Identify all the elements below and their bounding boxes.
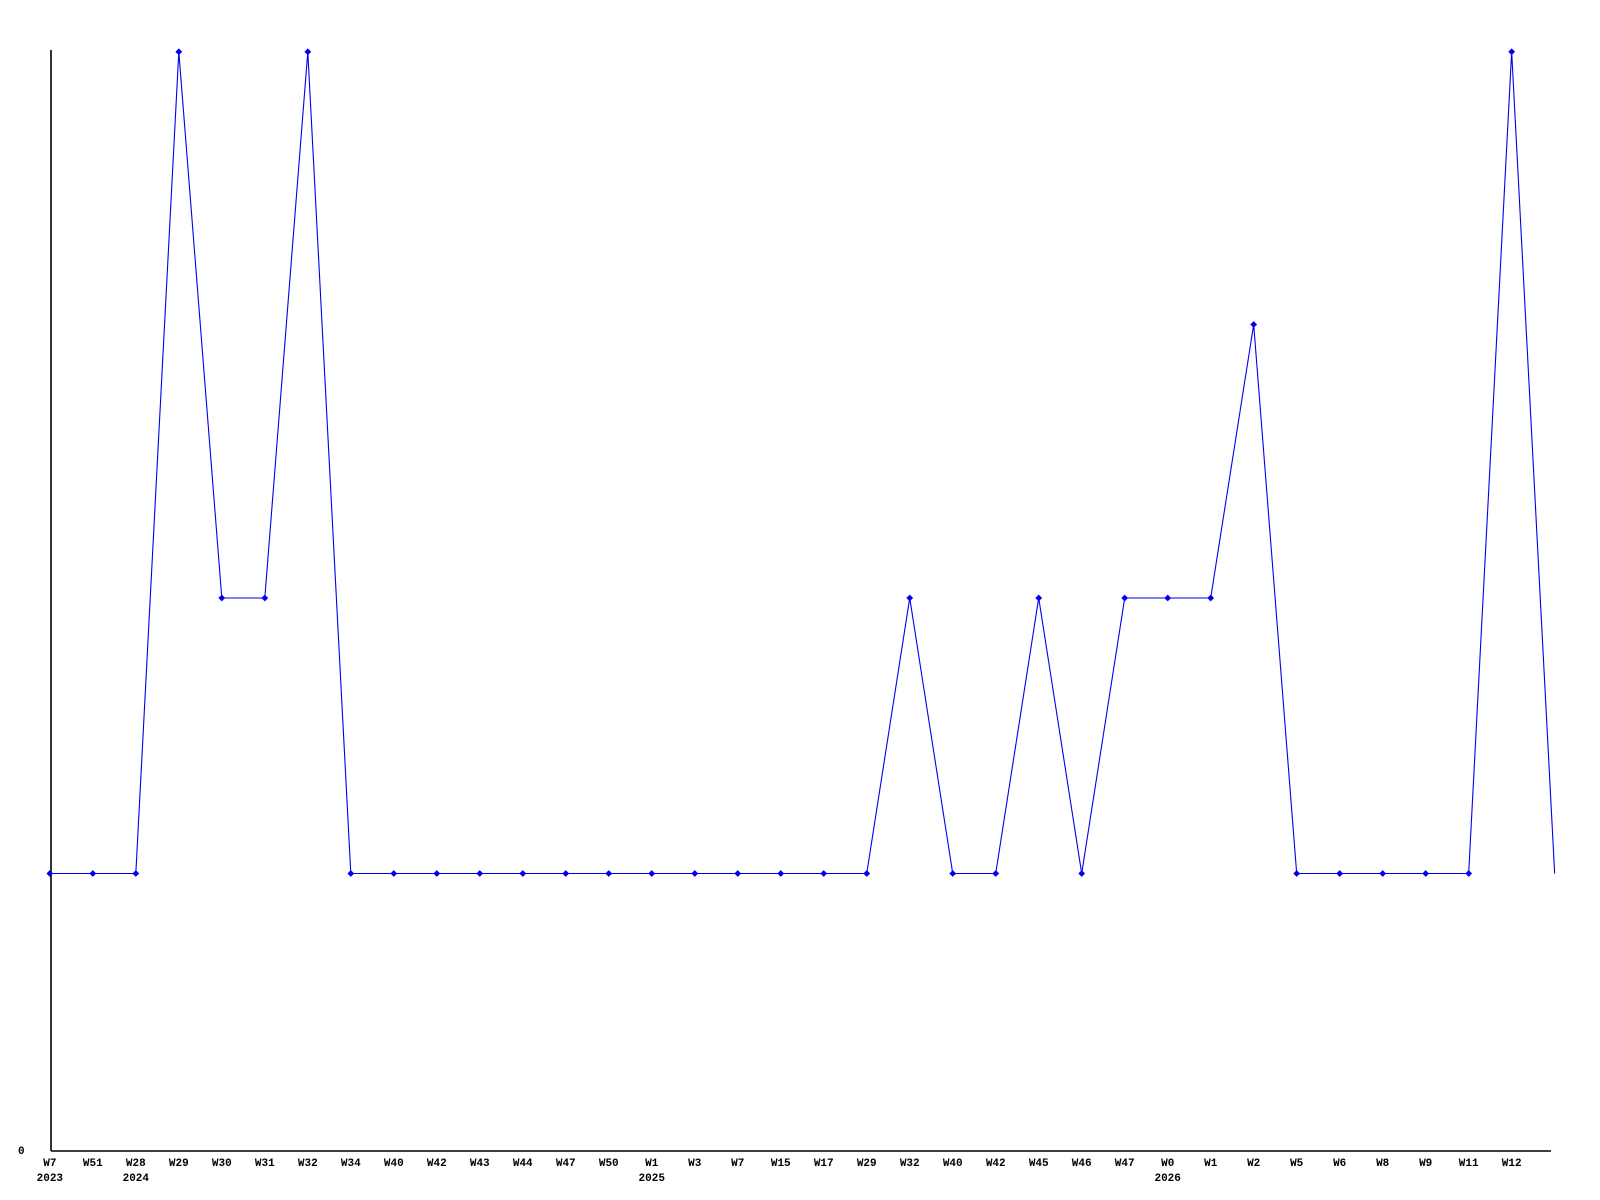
svg-text:W1: W1: [645, 1158, 659, 1170]
svg-text:W9: W9: [1419, 1158, 1432, 1170]
svg-text:W34: W34: [341, 1158, 361, 1170]
svg-text:W40: W40: [943, 1158, 963, 1170]
svg-text:0: 0: [18, 1146, 25, 1158]
svg-text:W50: W50: [599, 1158, 619, 1170]
svg-text:W0: W0: [1161, 1158, 1174, 1170]
svg-text:W42: W42: [986, 1158, 1006, 1170]
svg-text:W15: W15: [771, 1158, 791, 1170]
svg-text:W8: W8: [1376, 1158, 1390, 1170]
svg-text:W46: W46: [1072, 1158, 1092, 1170]
svg-text:W40: W40: [384, 1158, 404, 1170]
svg-text:W45: W45: [1029, 1158, 1049, 1170]
svg-text:W7: W7: [731, 1158, 744, 1170]
svg-text:W42: W42: [427, 1158, 447, 1170]
svg-text:W12: W12: [1502, 1158, 1522, 1170]
svg-text:W29: W29: [169, 1158, 189, 1170]
svg-text:W29: W29: [857, 1158, 877, 1170]
svg-text:W47: W47: [1115, 1158, 1135, 1170]
svg-text:W43: W43: [470, 1158, 490, 1170]
svg-text:W32: W32: [298, 1158, 318, 1170]
svg-text:W11: W11: [1459, 1158, 1479, 1170]
svg-text:W17: W17: [814, 1158, 834, 1170]
svg-text:W28: W28: [126, 1158, 146, 1170]
svg-text:2025: 2025: [639, 1173, 666, 1185]
svg-text:W44: W44: [513, 1158, 533, 1170]
svg-text:2024: 2024: [123, 1173, 150, 1185]
svg-text:2023: 2023: [37, 1173, 64, 1185]
svg-text:W47: W47: [556, 1158, 576, 1170]
svg-text:W6: W6: [1333, 1158, 1346, 1170]
svg-text:W30: W30: [212, 1158, 232, 1170]
svg-text:W2: W2: [1247, 1158, 1260, 1170]
svg-text:W7: W7: [43, 1158, 56, 1170]
svg-text:W3: W3: [688, 1158, 702, 1170]
svg-text:W1: W1: [1204, 1158, 1218, 1170]
svg-text:2026: 2026: [1154, 1173, 1180, 1185]
svg-text:W32: W32: [900, 1158, 920, 1170]
svg-text:W51: W51: [83, 1158, 103, 1170]
svg-text:W5: W5: [1290, 1158, 1304, 1170]
svg-text:W31: W31: [255, 1158, 275, 1170]
